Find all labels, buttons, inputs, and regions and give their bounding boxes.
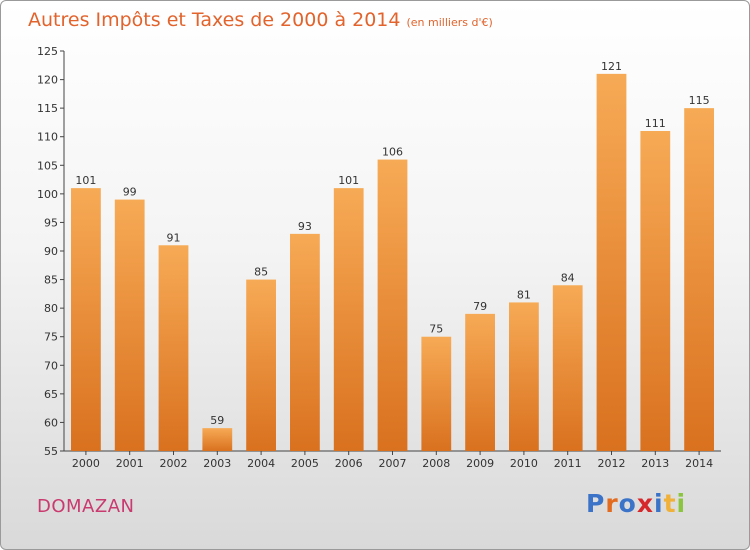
logo-letter: t — [663, 489, 677, 518]
x-tick-label: 2004 — [247, 457, 275, 470]
y-tick-label: 100 — [37, 188, 58, 201]
x-tick-label: 2013 — [641, 457, 669, 470]
y-tick-label: 125 — [37, 45, 58, 58]
bar — [290, 233, 320, 451]
x-tick-label: 2008 — [422, 457, 450, 470]
logo-letter: r — [605, 489, 619, 518]
bar — [158, 245, 189, 451]
y-tick-label: 75 — [44, 331, 58, 344]
y-tick-label: 110 — [37, 131, 58, 144]
data-label: 75 — [429, 323, 443, 336]
data-label: 121 — [601, 60, 622, 73]
bar — [684, 108, 714, 452]
logo-letter: P — [586, 489, 606, 518]
x-tick-label: 2014 — [685, 457, 713, 470]
y-tick-label: 65 — [44, 388, 58, 401]
x-tick-label: 2007 — [379, 457, 407, 470]
data-label: 101 — [75, 174, 96, 187]
bar — [71, 188, 101, 451]
data-label: 115 — [689, 94, 710, 107]
x-tick-label: 2005 — [291, 457, 319, 470]
city-name: DOMAZAN — [37, 496, 135, 517]
data-label: 85 — [254, 266, 268, 279]
y-tick-label: 60 — [44, 416, 58, 429]
y-tick-label: 90 — [44, 245, 58, 258]
data-label: 81 — [517, 288, 531, 301]
bar — [509, 302, 539, 451]
x-tick-label: 2009 — [466, 457, 494, 470]
data-label: 106 — [382, 146, 403, 159]
x-tick-label: 2003 — [203, 457, 231, 470]
y-tick-label: 115 — [37, 102, 58, 115]
x-tick-label: 2011 — [554, 457, 582, 470]
bar — [202, 428, 233, 451]
x-tick-label: 2002 — [160, 457, 188, 470]
data-label: 84 — [561, 271, 575, 284]
logo-letter: x — [636, 489, 654, 518]
x-tick-label: 2006 — [335, 457, 363, 470]
bar — [596, 73, 627, 451]
bar — [640, 131, 671, 451]
bar — [377, 159, 408, 452]
y-tick-label: 70 — [44, 359, 58, 372]
logo-letter: i — [654, 489, 664, 518]
x-tick-label: 2001 — [116, 457, 144, 470]
y-tick-label: 55 — [44, 445, 58, 458]
bar — [465, 313, 495, 451]
bar — [333, 188, 364, 451]
data-label: 59 — [210, 414, 224, 427]
x-tick-label: 2012 — [598, 457, 626, 470]
bar — [246, 279, 276, 451]
data-label: 79 — [473, 300, 487, 313]
bar — [114, 199, 145, 451]
y-tick-label: 80 — [44, 302, 58, 315]
chart-title: Autres Impôts et Taxes de 2000 à 2014 (en… — [28, 9, 493, 31]
y-tick-label: 105 — [37, 159, 58, 172]
y-tick-label: 85 — [44, 274, 58, 287]
bar — [421, 336, 452, 451]
logo-letter: i — [676, 489, 687, 518]
logo-letter: o — [618, 489, 637, 518]
x-tick-label: 2000 — [72, 457, 100, 470]
data-label: 101 — [338, 174, 359, 187]
x-tick-label: 2010 — [510, 457, 538, 470]
data-label: 111 — [645, 117, 666, 130]
bar — [552, 285, 583, 451]
y-tick-label: 120 — [37, 74, 58, 87]
chart-title-text: Autres Impôts et Taxes de 2000 à 2014 — [28, 9, 401, 31]
y-tick-label: 95 — [44, 216, 58, 229]
data-label: 93 — [298, 220, 312, 233]
chart-unit: (en milliers d'€) — [406, 16, 493, 29]
data-label: 99 — [123, 186, 137, 199]
data-label: 91 — [167, 231, 181, 244]
proxiti-logo: Proxiti — [586, 489, 686, 518]
